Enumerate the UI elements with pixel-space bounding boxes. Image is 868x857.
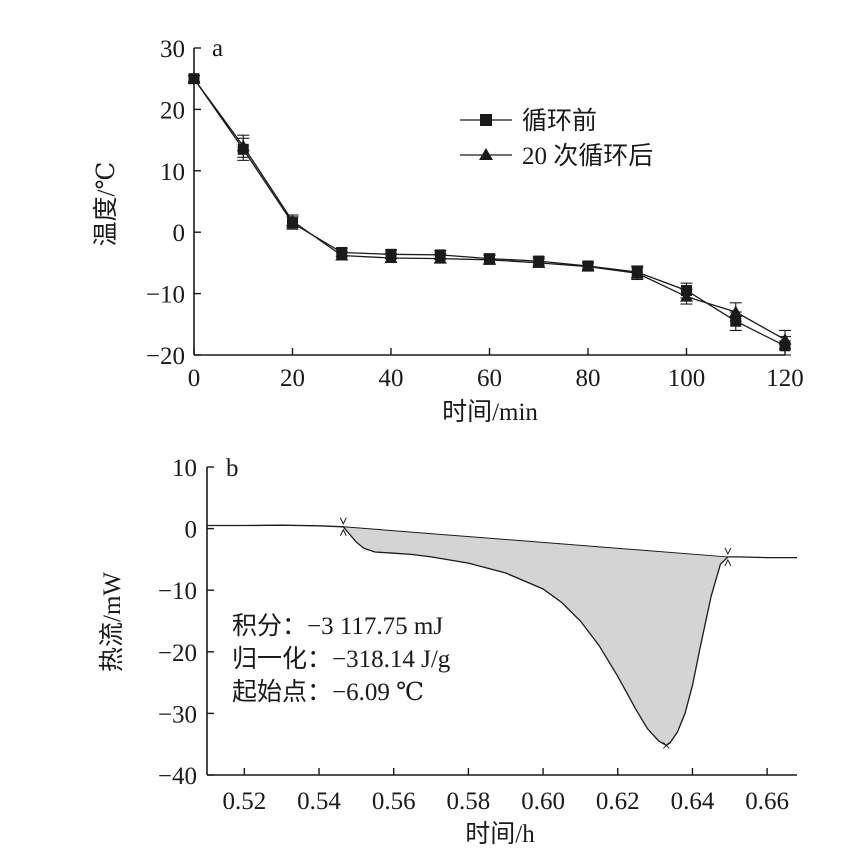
x-tick-label: 0 — [188, 365, 201, 392]
y-tick-label: −20 — [158, 640, 197, 667]
legend-item-before-cycling: 循环前 — [460, 107, 597, 135]
panel-b-y-axis-title: 热流/mW — [98, 572, 126, 672]
x-tick-label: 0.56 — [372, 788, 416, 815]
panel-b-annotations: 积分：−3 117.75 mJ 归一化：−318.14 J/g 起始点：−6.0… — [232, 612, 451, 706]
data-point-triangle — [778, 333, 792, 345]
y-tick-label: 30 — [160, 36, 185, 63]
peak-marker — [662, 742, 670, 749]
annotation-normalized: 归一化：−318.14 J/g — [232, 645, 451, 673]
data-point-triangle — [236, 139, 250, 152]
panel-b-integration-limit-markers — [339, 517, 732, 749]
x-tick-label: 20 — [280, 365, 305, 392]
annotation-normalized-value: −318.14 J/g — [332, 646, 451, 673]
x-tick-label: 0.58 — [447, 788, 491, 815]
x-tick-label: 0.54 — [297, 788, 341, 815]
data-point-triangle — [187, 72, 201, 84]
y-tick-label: −20 — [146, 343, 185, 370]
data-point-triangle — [680, 290, 693, 302]
panel-b-y-ticks: 10 0 −10 −20 −30 −40 — [158, 455, 214, 790]
annotation-normalized-label: 归一化： — [232, 645, 332, 673]
panel-a-y-axis-title: 温度/℃ — [92, 162, 120, 247]
x-tick-label: 0.60 — [521, 788, 565, 815]
x-tick-label: 40 — [379, 365, 404, 392]
integration-limit-marker — [339, 517, 347, 536]
panel-a-legend: 循环前 20 次循环后 — [460, 107, 653, 170]
panel-a-temperature-chart: a 时间/min 温度/℃ 0 20 40 60 80 100 120 3020100−10… — [92, 35, 804, 426]
x-tick-label: 100 — [668, 365, 706, 392]
annotation-integral-label: 积分： — [232, 612, 307, 640]
legend-triangle-marker — [479, 148, 493, 160]
annotation-onset-value: −6.09 ℃ — [332, 679, 424, 706]
data-point-triangle — [483, 253, 496, 265]
x-tick-label: 0.64 — [671, 788, 715, 815]
x-tick-label: 120 — [766, 365, 804, 392]
data-point-triangle — [729, 305, 743, 318]
x-tick-label: 0.66 — [745, 788, 789, 815]
data-point-triangle — [581, 260, 595, 272]
x-tick-label: 0.52 — [222, 788, 266, 815]
panel-b-label: b — [226, 455, 239, 482]
annotation-onset-label: 起始点： — [232, 678, 332, 706]
panel-b-x-ticks: 0.52 0.54 0.56 0.58 0.60 0.62 0.64 0.66 — [222, 768, 789, 815]
y-tick-label: 10 — [172, 455, 197, 482]
y-tick-label: 20 — [160, 97, 185, 124]
y-tick-label: 0 — [173, 220, 186, 247]
legend-square-marker — [480, 114, 492, 126]
y-tick-label: 0 — [185, 517, 198, 544]
panel-a-x-ticks: 0 20 40 60 80 100 120 — [188, 348, 804, 392]
x-tick-label: 0.62 — [596, 788, 640, 815]
panel-b-x-axis-title: 时间/h — [465, 820, 535, 848]
y-tick-label: −30 — [158, 701, 197, 728]
data-point-triangle — [384, 251, 398, 263]
series-triangle — [187, 72, 792, 350]
panel-a-label: a — [212, 35, 223, 62]
y-tick-label: −40 — [158, 763, 197, 790]
legend-label-after-cycling: 20 次循环后 — [522, 142, 653, 170]
panel-b-integrated-area — [343, 526, 728, 746]
panel-a-x-axis-title: 时间/min — [442, 398, 538, 426]
x-tick-label: 60 — [477, 365, 502, 392]
data-point-triangle — [433, 252, 447, 264]
data-point-triangle — [335, 249, 349, 261]
x-tick-label: 80 — [576, 365, 601, 392]
integration-limit-marker — [724, 547, 732, 567]
y-tick-label: 10 — [160, 159, 185, 186]
legend-item-after-cycling: 20 次循环后 — [460, 142, 653, 170]
annotation-onset: 起始点：−6.09 ℃ — [232, 678, 424, 706]
data-point-triangle — [532, 256, 546, 268]
panel-b-heat-flow-chart: b 时间/h 热流/mW 0.52 0.54 0.56 0.58 0.60 0.62 0.6… — [98, 455, 797, 848]
y-tick-label: −10 — [146, 282, 185, 309]
annotation-integral-value: −3 117.75 mJ — [307, 613, 443, 640]
data-point-triangle — [630, 266, 644, 279]
legend-label-before-cycling: 循环前 — [522, 107, 597, 135]
panel-a-series — [187, 72, 792, 356]
data-point-triangle — [286, 214, 299, 227]
panel-a-y-ticks: 30 20 10 0 −10 −20 — [146, 36, 201, 370]
annotation-integral: 积分：−3 117.75 mJ — [232, 612, 443, 640]
y-tick-label: −10 — [158, 578, 197, 605]
panel-b-heat-flow-curve — [207, 524, 797, 747]
panel-b-baseline — [343, 526, 728, 558]
